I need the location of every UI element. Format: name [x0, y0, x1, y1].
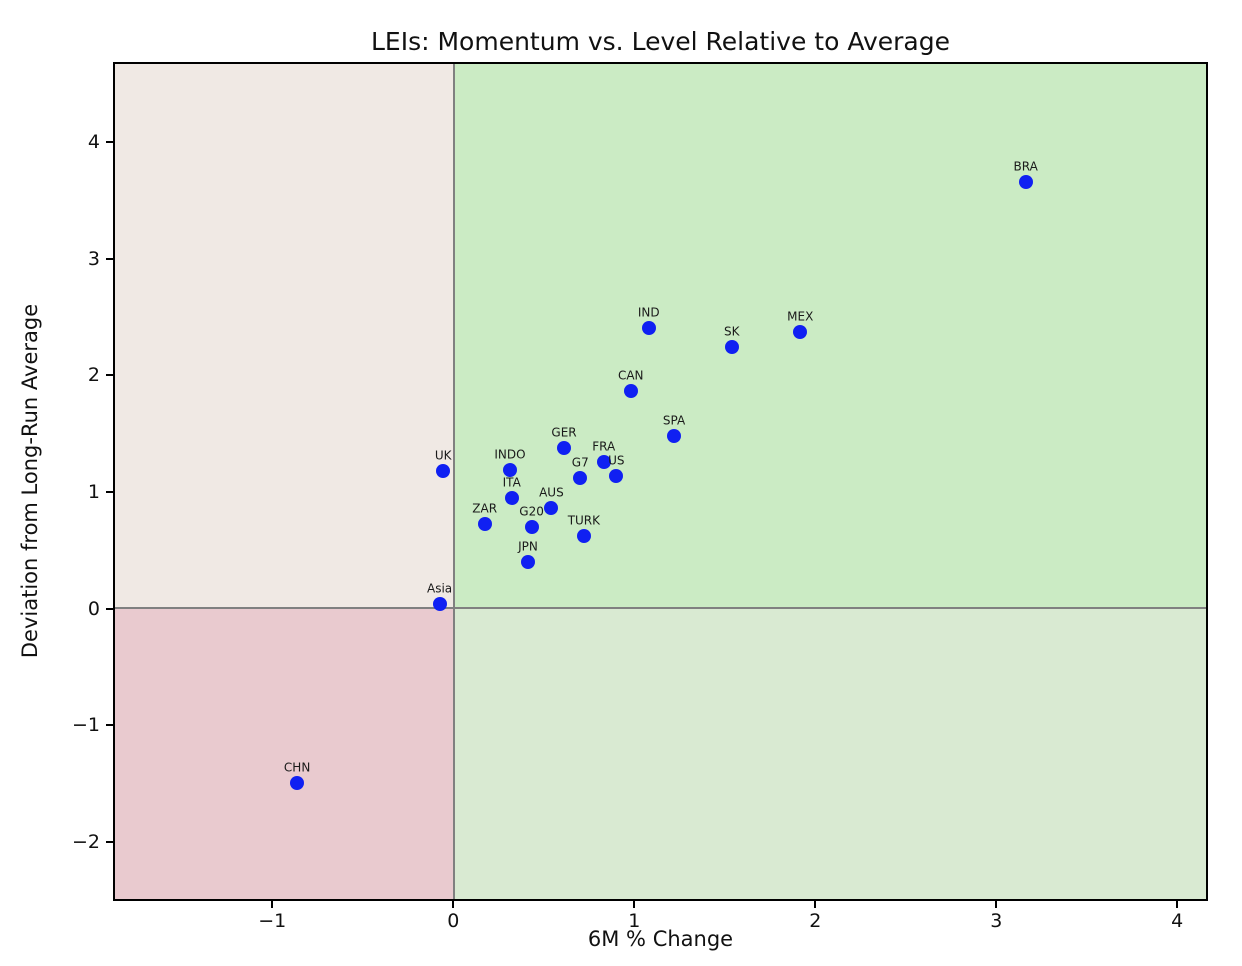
y-tick-mark — [106, 490, 113, 493]
y-tick-label: 3 — [87, 247, 100, 270]
data-point-indo — [502, 462, 517, 477]
point-label-ger: GER — [551, 425, 577, 440]
y-tick-mark — [106, 374, 113, 377]
x-axis-label: 6M % Change — [587, 927, 734, 951]
y-tick-label: −1 — [71, 714, 100, 737]
point-label-spa: SPA — [662, 413, 686, 428]
data-point-ita — [504, 490, 519, 505]
y-tick-mark — [106, 607, 113, 610]
zero-line-vertical — [453, 64, 456, 899]
x-tick-mark — [452, 901, 455, 908]
point-label-fra: FRA — [592, 439, 616, 454]
y-tick-label: 0 — [87, 597, 100, 620]
point-label-jpn: JPN — [518, 538, 538, 553]
data-point-spa — [667, 429, 682, 444]
point-label-g7: G7 — [571, 455, 589, 470]
data-point-aus — [544, 501, 559, 516]
x-tick-mark — [1176, 901, 1179, 908]
x-tick-label: 0 — [447, 910, 460, 932]
y-tick-mark — [106, 257, 113, 260]
x-tick-mark — [814, 901, 817, 908]
point-label-chn: CHN — [283, 760, 311, 775]
data-point-mex — [793, 324, 808, 339]
data-point-chn — [290, 776, 305, 791]
y-tick-mark — [106, 724, 113, 727]
point-label-can: CAN — [617, 368, 644, 383]
x-tick-label: 3 — [990, 910, 1003, 932]
point-label-turk: TURK — [567, 513, 601, 528]
data-point-asia — [432, 597, 447, 612]
point-label-asia: Asia — [427, 581, 453, 596]
quadrant-bottom-left — [115, 607, 455, 899]
y-tick-label: −2 — [71, 830, 100, 853]
data-point-g20 — [524, 519, 539, 534]
data-point-zar — [477, 517, 492, 532]
x-tick-label: 1 — [628, 910, 641, 932]
x-tick-label: 4 — [1171, 910, 1184, 932]
y-axis-ticks: −2 −1 0 1 2 3 4 — [0, 62, 113, 901]
point-label-g20: G20 — [519, 504, 544, 519]
y-tick-mark — [106, 840, 113, 843]
quadrant-top-left — [115, 64, 455, 608]
y-tick-label: 4 — [87, 131, 100, 154]
y-tick-mark — [106, 141, 113, 144]
data-point-us — [609, 468, 624, 483]
x-tick-mark — [633, 901, 636, 908]
data-point-jpn — [520, 554, 535, 569]
data-point-turk — [576, 529, 591, 543]
x-tick-label: −1 — [258, 910, 287, 932]
data-point-fra — [596, 454, 611, 469]
x-axis-ticks: −1 0 1 2 3 4 — [113, 901, 1208, 945]
data-point-bra — [1018, 175, 1033, 190]
zero-line-horizontal — [115, 606, 1206, 609]
point-label-bra: BRA — [1013, 159, 1038, 174]
quadrant-top-right — [454, 64, 1206, 608]
point-label-mex: MEX — [787, 309, 814, 324]
data-point-sk — [724, 339, 739, 354]
point-label-indo: INDO — [494, 447, 526, 462]
chart-title: LEIs: Momentum vs. Level Relative to Ave… — [370, 27, 950, 56]
x-tick-mark — [271, 901, 274, 908]
x-tick-mark — [995, 901, 998, 908]
point-label-sk: SK — [723, 324, 740, 339]
point-label-ita: ITA — [502, 475, 521, 490]
data-point-uk — [436, 464, 451, 479]
y-tick-label: 2 — [87, 364, 100, 387]
quadrant-bottom-right — [454, 607, 1206, 899]
data-point-can — [623, 384, 638, 399]
y-tick-label: 1 — [87, 480, 100, 503]
data-point-g7 — [573, 471, 588, 486]
point-label-us: US — [608, 453, 625, 468]
point-label-aus: AUS — [539, 485, 564, 500]
data-point-ger — [557, 440, 572, 455]
plot-area: BRA MEX IND SK CAN SPA GER FRA US G7 INDO UK ITA AUS Z… — [113, 62, 1208, 901]
point-label-zar: ZAR — [472, 501, 498, 516]
x-tick-label: 2 — [809, 910, 822, 932]
point-label-uk: UK — [434, 448, 452, 463]
point-label-ind: IND — [637, 305, 660, 320]
data-point-ind — [641, 321, 656, 336]
